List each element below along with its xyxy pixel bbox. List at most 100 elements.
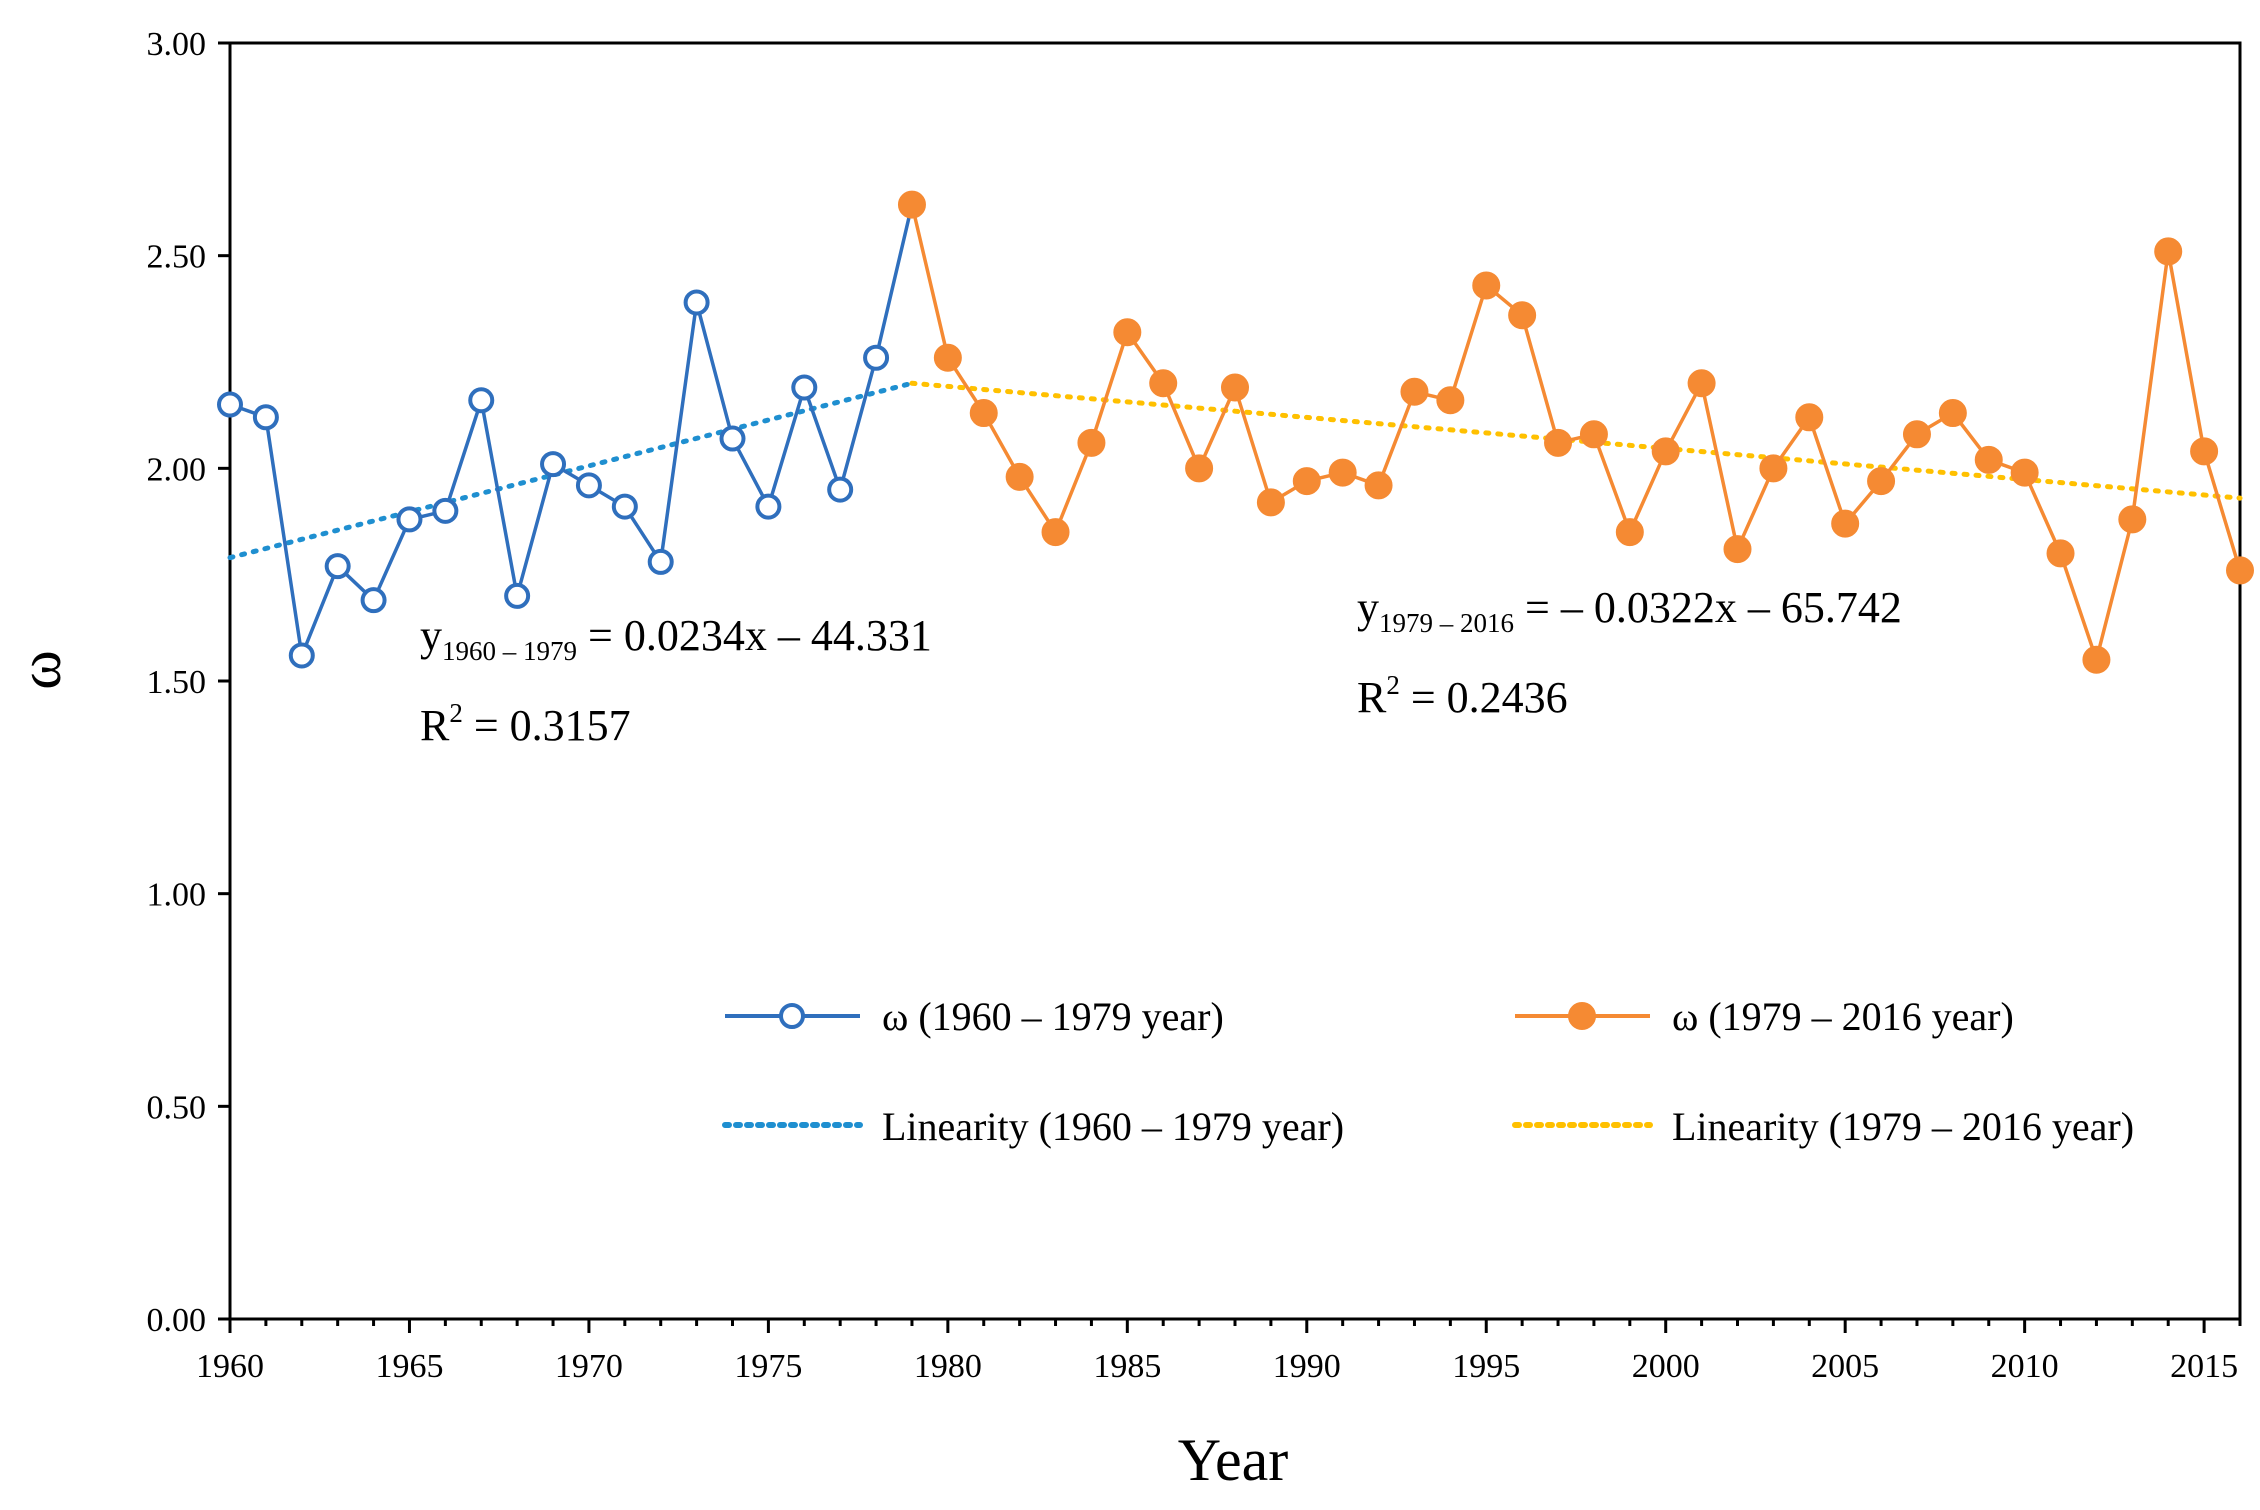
- data-point-1960-1979: [432, 497, 459, 524]
- y-tick-label: 2.50: [147, 239, 207, 276]
- legend-marker-filled-circle: [1568, 1002, 1596, 1030]
- data-point-1960-1979: [791, 374, 818, 401]
- data-point-1960-1979: [217, 391, 243, 418]
- data-point-1979-2016: [1938, 399, 1967, 428]
- data-point-1960-1979: [863, 344, 890, 371]
- data-point-1960-1979: [288, 642, 315, 669]
- x-tick-label: 2000: [1632, 1348, 1700, 1385]
- y-axis-title: ω: [7, 650, 73, 690]
- trend-lines: [227, 380, 2243, 561]
- data-point-1979-2016: [1723, 535, 1752, 564]
- data-point-1979-2016: [2046, 539, 2075, 568]
- y-tick-label: 0.50: [147, 1089, 207, 1126]
- data-point-1979-2016: [1867, 467, 1896, 496]
- x-tick-label: 2005: [1811, 1348, 1879, 1385]
- legend-item-trend-1979-2016: Linearity (1979 – 2016 year): [1512, 1104, 2134, 1149]
- data-point-1960-1979: [360, 587, 387, 614]
- data-point-1979-2016: [1831, 509, 1860, 538]
- data-point-1979-2016: [1615, 518, 1644, 547]
- equation-1979-2016: y1979 – 2016 = – 0.0322x – 65.742: [1357, 583, 1902, 638]
- data-point-1979-2016: [1472, 271, 1501, 300]
- data-point-1979-2016: [1328, 458, 1357, 487]
- series-line-1960-1979: [229, 204, 914, 658]
- data-point-1960-1979: [755, 493, 782, 520]
- data-point-1979-2016: [1974, 445, 2003, 474]
- data-point-1979-2016: [1221, 373, 1249, 402]
- x-tick-label: 1965: [375, 1348, 443, 1385]
- r-squared-1979-2016: R2 = 0.2436: [1357, 670, 1568, 722]
- data-point-1979-2016: [1149, 369, 1178, 398]
- x-tick-label: 1995: [1452, 1348, 1520, 1385]
- data-point-1979-2016: [1041, 518, 1070, 547]
- data-point-1979-2016: [2226, 556, 2254, 585]
- x-tick-label: 2015: [2170, 1348, 2238, 1385]
- trend-line-1979-2016: [909, 380, 2243, 501]
- data-point-1979-2016: [1113, 318, 1142, 347]
- data-point-1960-1979: [540, 451, 567, 478]
- legend-label-series-1960-1979: ω (1960 – 1979 year): [882, 994, 1224, 1039]
- data-point-1979-2016: [1364, 471, 1393, 500]
- legend: ω (1960 – 1979 year) ω (1979 – 2016 year…: [722, 994, 2134, 1149]
- data-point-1960-1979: [575, 472, 602, 499]
- x-tick-label: 1960: [196, 1348, 264, 1385]
- legend-label-series-1979-2016: ω (1979 – 2016 year): [1672, 994, 2014, 1039]
- data-point-1979-2016: [1651, 437, 1680, 466]
- y-axis: 0.00 0.50 1.00 1.50 2.00 2.50 3.00: [147, 26, 230, 1339]
- data-point-1979-2016: [1400, 377, 1429, 406]
- y-tick-label: 3.00: [147, 26, 207, 63]
- data-point-1960-1979: [252, 404, 279, 431]
- data-point-1979-2016: [1256, 488, 1285, 517]
- data-point-1979-2016: [1759, 454, 1788, 483]
- data-point-1979-2016: [2190, 437, 2219, 466]
- data-point-1979-2016: [1077, 428, 1106, 457]
- data-point-1960-1979: [468, 387, 495, 414]
- trend-line-1960-1979: [227, 380, 915, 561]
- legend-label-trend-1979-2016: Linearity (1979 – 2016 year): [1672, 1104, 2134, 1149]
- data-point-1960-1979: [504, 582, 531, 609]
- x-tick-label: 2010: [1991, 1348, 2059, 1385]
- data-point-1979-2016: [2154, 237, 2183, 266]
- legend-item-trend-1960-1979: Linearity (1960 – 1979 year): [722, 1104, 1344, 1149]
- x-tick-label: 1975: [734, 1348, 802, 1385]
- x-tick-label: 1985: [1093, 1348, 1161, 1385]
- series-lines: [229, 204, 2242, 662]
- data-point-1979-2016: [2118, 505, 2147, 534]
- data-point-1979-2016: [1687, 369, 1716, 398]
- y-tick-label: 2.00: [147, 451, 207, 488]
- x-tick-label: 1970: [555, 1348, 623, 1385]
- legend-label-trend-1960-1979: Linearity (1960 – 1979 year): [882, 1104, 1344, 1149]
- r-squared-1960-1979: R2 = 0.3157: [420, 698, 631, 750]
- data-point-1979-2016: [2010, 458, 2039, 487]
- x-axis-title: Year: [1178, 1427, 1289, 1493]
- series-points: [217, 190, 2254, 674]
- data-point-1979-2016: [2082, 645, 2111, 674]
- data-point-1960-1979: [396, 506, 423, 533]
- legend-item-series-1960-1979: ω (1960 – 1979 year): [725, 994, 1224, 1039]
- data-point-1960-1979: [611, 493, 638, 520]
- data-point-1979-2016: [1902, 420, 1931, 449]
- data-point-1979-2016: [897, 190, 926, 219]
- legend-item-series-1979-2016: ω (1979 – 2016 year): [1515, 994, 2014, 1039]
- equation-1960-1979: y1960 – 1979 = 0.0234x – 44.331: [420, 611, 932, 666]
- x-tick-label: 1980: [914, 1348, 982, 1385]
- data-point-1960-1979: [827, 476, 854, 503]
- data-point-1960-1979: [647, 548, 674, 575]
- data-point-1979-2016: [1795, 403, 1824, 432]
- y-tick-label: 1.50: [147, 664, 207, 701]
- data-point-1979-2016: [1185, 454, 1214, 483]
- y-tick-label: 0.00: [147, 1302, 207, 1339]
- data-point-1979-2016: [1579, 420, 1608, 449]
- data-point-1960-1979: [719, 425, 746, 452]
- data-point-1979-2016: [969, 399, 998, 428]
- x-axis: 1960 1965 1970 1975 1980 1985 1990 1995 2000 2005…: [196, 1319, 2242, 1385]
- data-point-1960-1979: [324, 553, 351, 580]
- data-point-1979-2016: [1544, 428, 1573, 457]
- legend-marker-open-circle: [779, 1003, 805, 1029]
- data-point-1979-2016: [1508, 301, 1537, 330]
- data-point-1960-1979: [683, 289, 710, 316]
- data-point-1979-2016: [1292, 467, 1321, 496]
- data-point-1979-2016: [1436, 386, 1465, 415]
- data-point-1979-2016: [933, 343, 962, 372]
- data-point-1979-2016: [1005, 462, 1034, 491]
